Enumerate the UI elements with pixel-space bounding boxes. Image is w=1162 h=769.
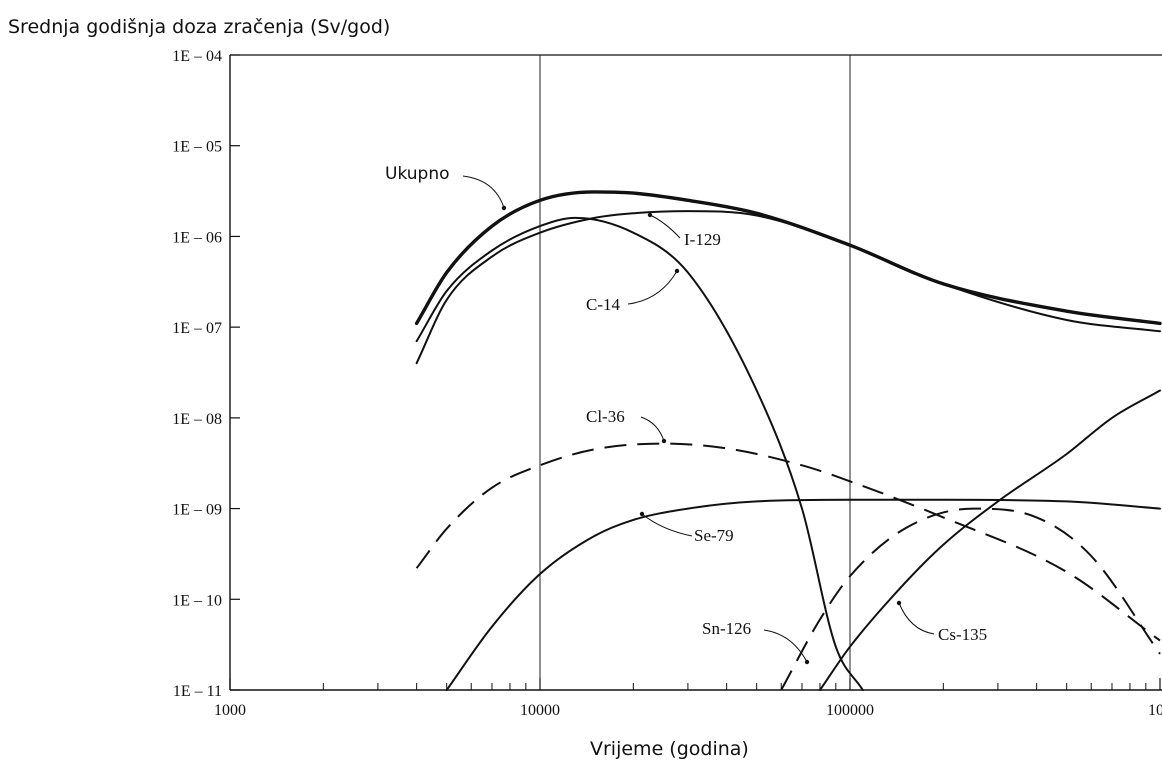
annotation-leader	[649, 214, 681, 239]
series-c-14-line	[415, 216, 864, 691]
y-tick-label: 1E – 05	[172, 139, 222, 156]
annotation-arrowhead	[501, 205, 507, 211]
series-se-79-line	[445, 498, 1161, 691]
annotation-label: Se-79	[694, 526, 734, 545]
series-cs-135-line	[819, 389, 1161, 691]
annotation-label: C-14	[586, 295, 621, 314]
series-i-129-line	[415, 210, 1161, 365]
y-tick-label: 1E – 07	[172, 320, 222, 337]
y-axis-title: Srednja godišnja doza zračenja (Sv/god)	[8, 16, 391, 38]
annotation-arrowhead	[639, 511, 645, 517]
annotation-arrowhead	[647, 212, 653, 218]
y-tick-label: 1E – 09	[172, 502, 222, 519]
annotation-leader	[898, 602, 935, 635]
x-tick-label: 1000	[214, 702, 246, 719]
series-sn-126-line	[780, 507, 1161, 691]
annotation-leader	[462, 175, 505, 209]
annotation-label: Cs-135	[938, 625, 987, 644]
annotation-leader	[641, 513, 693, 537]
y-tick-label: 1E – 04	[172, 48, 222, 65]
annotation-leader	[640, 416, 665, 442]
y-tick-label: 1E – 10	[172, 592, 222, 609]
annotation-leader	[627, 270, 678, 305]
annotation-label: Sn-126	[702, 619, 751, 638]
y-tick-label: 1E – 08	[172, 411, 222, 428]
x-tick-label: 10000	[520, 702, 560, 719]
series-cl-36-line	[415, 442, 1161, 642]
annotation-arrowhead	[804, 659, 810, 665]
annotation-leader	[763, 629, 808, 663]
annotation-label: I-129	[684, 230, 721, 249]
annotation-arrowhead	[661, 438, 667, 444]
series-ukupno-line	[414, 190, 1162, 326]
x-axis-title: Vrijeme (godina)	[590, 738, 749, 760]
annotation-arrowhead	[896, 600, 902, 606]
y-tick-label: 1E – 06	[172, 229, 222, 246]
y-tick-label: 1E – 11	[173, 683, 222, 700]
annotation-label: Cl-36	[586, 407, 625, 426]
x-tick-label: 100	[1148, 702, 1162, 719]
annotation-label: Ukupno	[385, 164, 450, 184]
annotation-arrowhead	[674, 268, 680, 274]
x-tick-label: 100000	[826, 702, 874, 719]
